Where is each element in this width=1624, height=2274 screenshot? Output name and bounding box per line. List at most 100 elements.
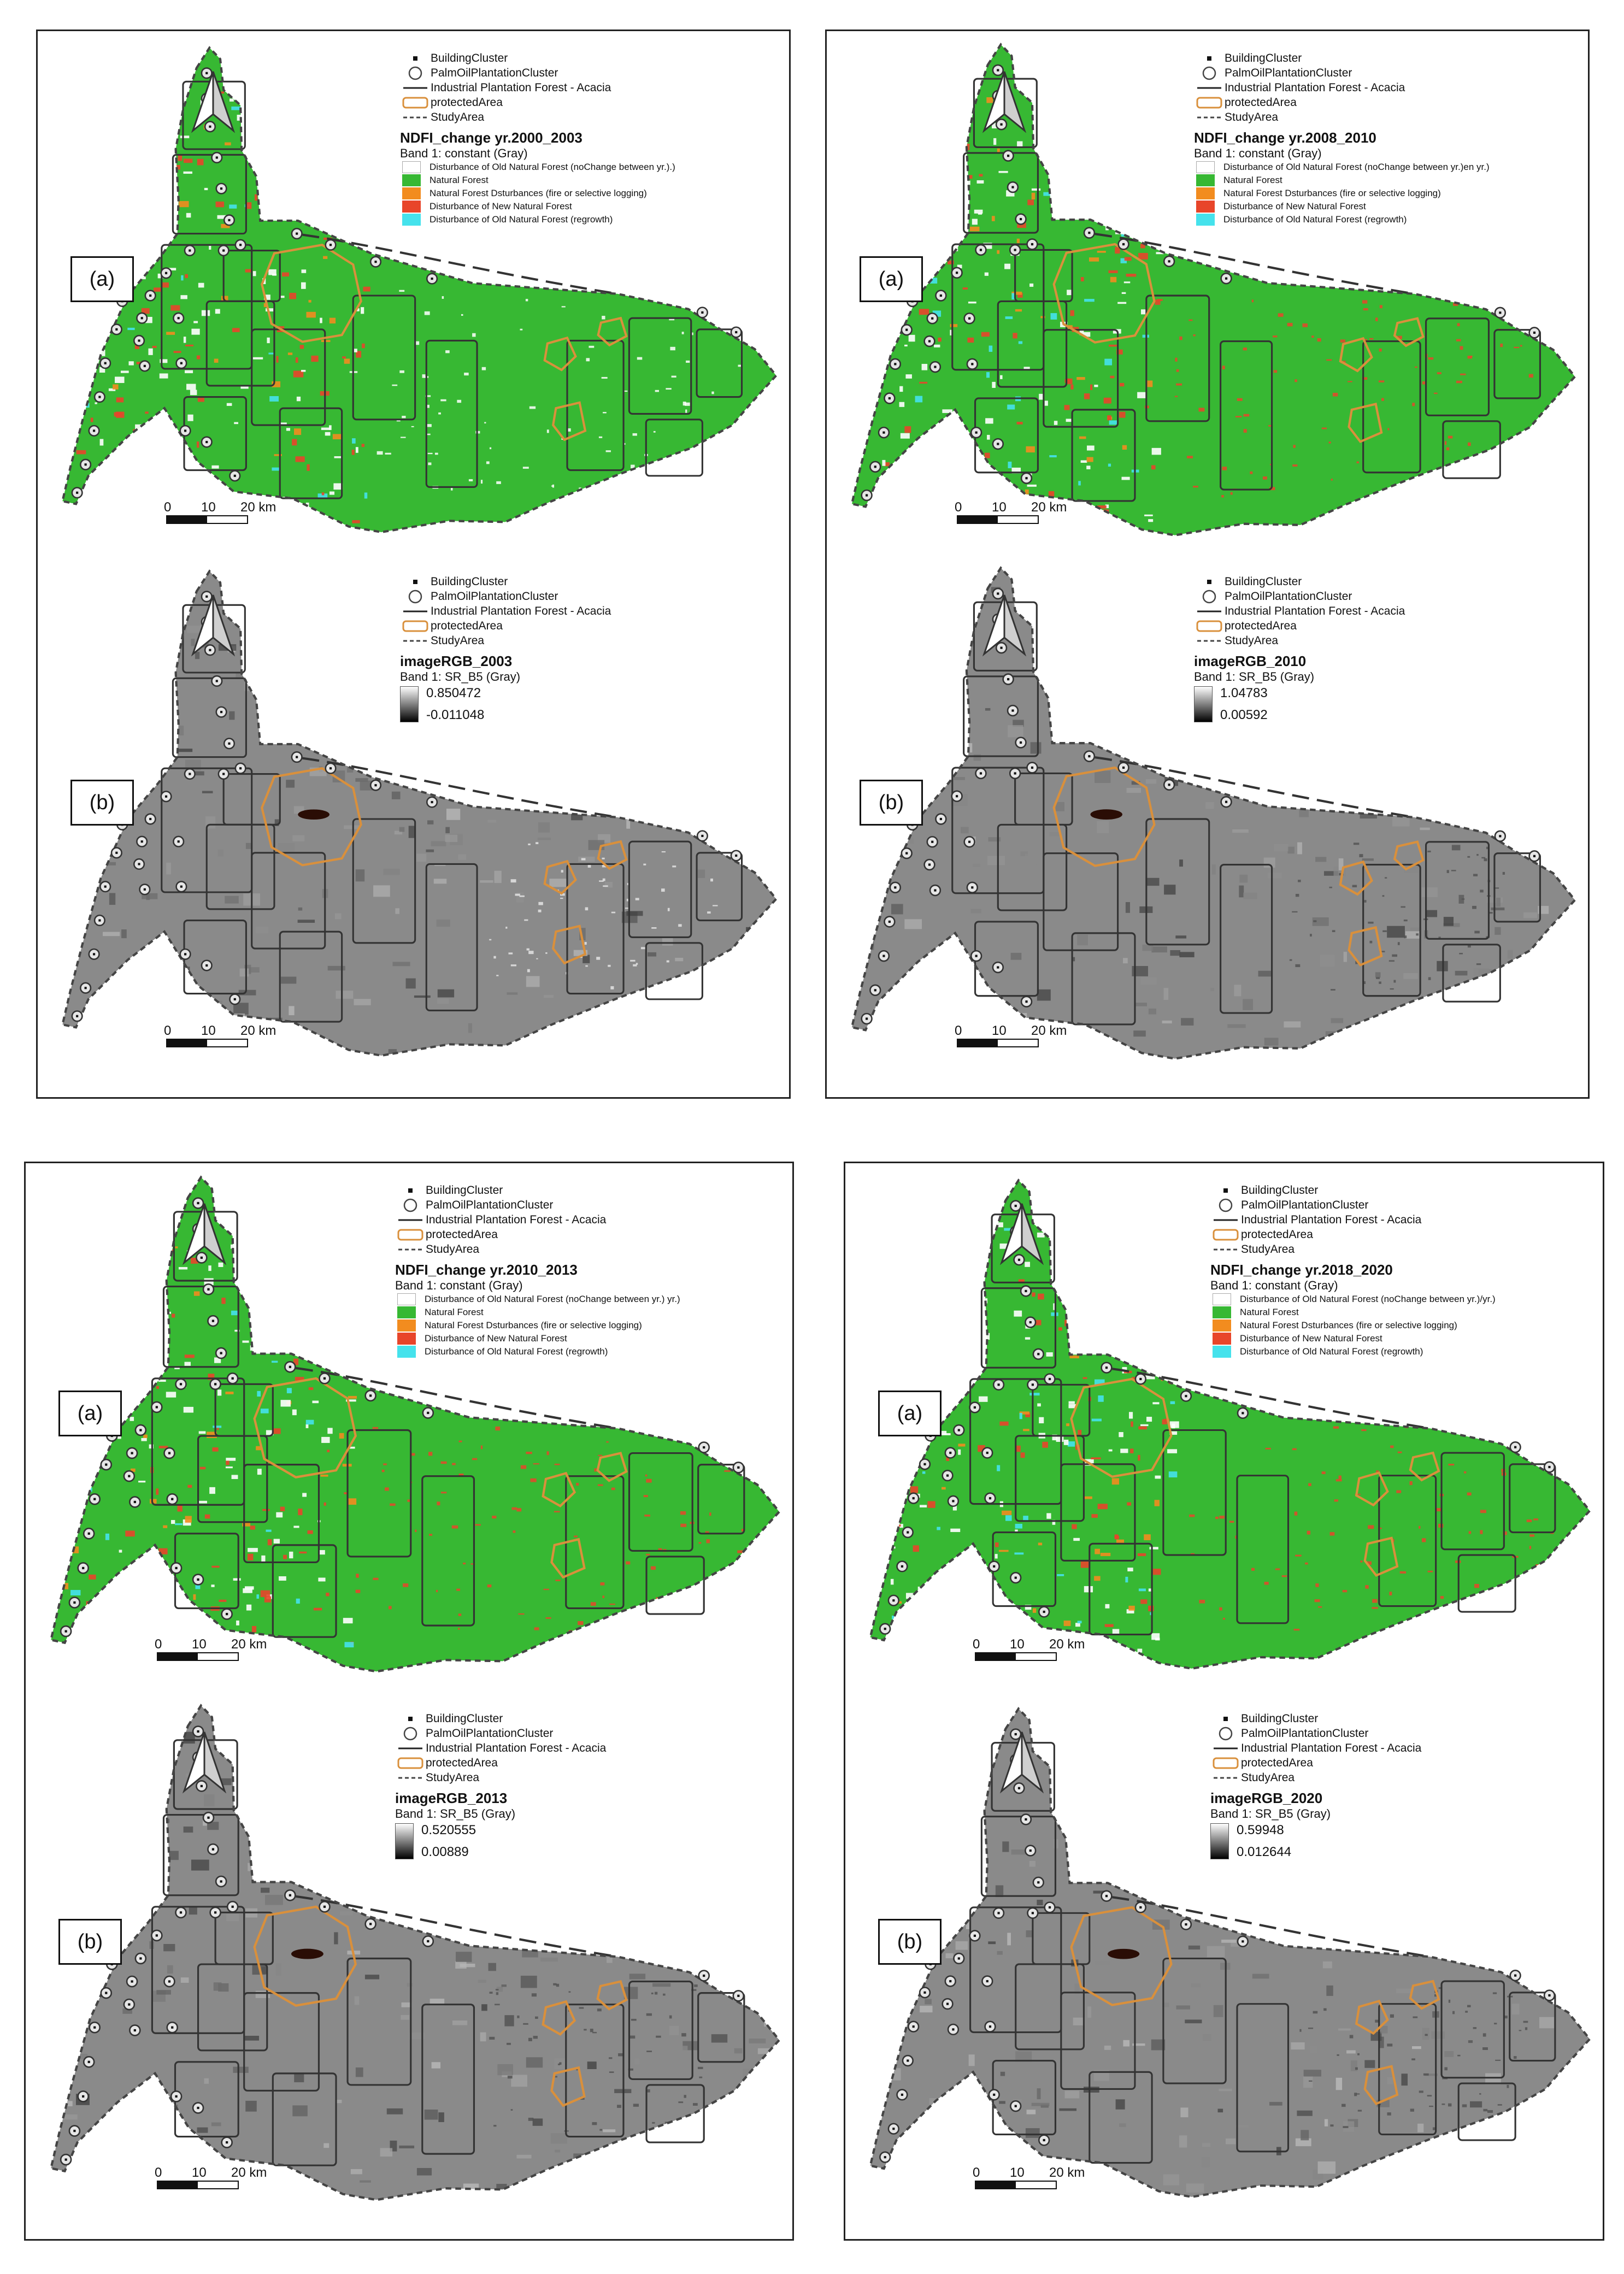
protected-area-symbol <box>400 96 431 110</box>
scale-labels: 0 10 20 km <box>955 1023 1067 1039</box>
class-swatch <box>397 1346 416 1358</box>
industrial-plantation-block <box>172 677 247 758</box>
legend-item-building: BuildingCluster <box>400 51 675 66</box>
scale-bar-group: 0 10 20 km <box>955 500 1067 524</box>
layer-title: imageRGB_2020 <box>1210 1790 1323 1806</box>
class-label: Disturbance of New Natural Forest <box>429 201 572 211</box>
protected-area-symbol <box>395 1228 426 1242</box>
building-cluster-marker <box>874 466 876 468</box>
building-cluster-marker <box>207 1288 210 1291</box>
legend-label: protectedArea <box>426 1228 498 1241</box>
industrial-plantation-block <box>1088 1542 1153 1636</box>
protected-area-outline <box>1348 926 1383 967</box>
legend-item-ipf: Industrial Plantation Forest - Acacia <box>1210 1741 1421 1755</box>
protected-area-outline <box>597 316 628 347</box>
study-area-symbol <box>400 634 431 648</box>
building-cluster-marker <box>431 278 433 280</box>
class-swatch <box>402 187 421 199</box>
legend-label: StudyArea <box>426 1771 480 1784</box>
building-cluster-marker <box>76 491 79 494</box>
scale-bar <box>157 2181 239 2189</box>
class-swatch <box>402 174 421 186</box>
band-label: Band 1: SR_B5 (Gray) <box>1194 670 1315 684</box>
building-cluster-marker <box>968 317 971 320</box>
class-row: Disturbance of Old Natural Forest (regro… <box>1210 1345 1496 1358</box>
building-cluster-marker <box>1031 1383 1034 1386</box>
building-cluster-marker <box>1122 766 1125 769</box>
protected-area-outline <box>1409 1980 1440 2010</box>
gray-ramp <box>1210 1823 1229 1859</box>
industrial-plantation-symbol <box>395 1213 426 1227</box>
class-label: Disturbance of New Natural Forest <box>425 1333 567 1344</box>
building-cluster-marker <box>907 1531 909 1534</box>
class-swatch <box>1196 161 1215 173</box>
building-cluster-symbol <box>400 51 431 66</box>
building-cluster-marker <box>979 249 982 251</box>
legend-item-protected: protectedArea <box>1194 618 1405 633</box>
building-cluster-marker <box>1122 243 1125 246</box>
class-row: Natural Forest Dsturbances (fire or sele… <box>395 1319 680 1332</box>
building-cluster-marker <box>214 1911 217 1914</box>
scale-bar-group: 0 10 20 km <box>155 1637 267 1661</box>
palm-oil-symbol <box>395 1727 426 1741</box>
building-cluster-marker <box>215 680 218 682</box>
legend-item-protected: protectedArea <box>395 1755 606 1770</box>
legend-label: PalmOilPlantationCluster <box>1241 1727 1369 1740</box>
ramp-max: 0.520555 <box>421 1823 476 1837</box>
class-swatch <box>397 1306 416 1318</box>
protected-area-symbol <box>1210 1228 1241 1242</box>
building-cluster-marker <box>197 2106 199 2110</box>
legend-item-study: StudyArea <box>1210 1770 1421 1785</box>
north-arrow-icon <box>182 1731 227 1794</box>
ramp-min: 0.00592 <box>1220 708 1268 722</box>
building-cluster-marker <box>189 773 191 775</box>
class-label: Disturbance of Old Natural Forest (regro… <box>425 1346 608 1357</box>
building-cluster-marker <box>1025 1289 1027 1292</box>
map-a <box>850 43 1576 537</box>
map-b <box>49 1704 781 2201</box>
map-legend: BuildingCluster PalmOilPlantationCluster I… <box>1210 1183 1496 1358</box>
building-cluster-marker <box>973 1934 976 1937</box>
industrial-plantation-block <box>1032 1912 1091 1965</box>
building-cluster-marker <box>975 431 978 434</box>
scale-segment-light <box>207 516 247 523</box>
industrial-plantation-block <box>1425 841 1490 940</box>
building-cluster-marker <box>87 2060 90 2063</box>
building-cluster-marker <box>209 125 211 128</box>
legend-item-building: BuildingCluster <box>1210 1711 1421 1726</box>
building-cluster-marker <box>1014 249 1016 251</box>
building-cluster-marker <box>207 1816 210 1819</box>
legend-label: StudyArea <box>1225 110 1279 123</box>
subpanel-a: (a) BuildingCluster PalmOilPlantationClust… <box>845 1169 1603 1697</box>
scale-bar-group: 0 10 20 km <box>164 1023 276 1047</box>
building-cluster-marker <box>105 1463 108 1466</box>
scale-label-20: 20 km <box>1049 1637 1085 1652</box>
industrial-plantation-block <box>352 294 416 421</box>
building-cluster-marker <box>211 1319 215 1322</box>
study-area-outline <box>869 1706 1591 2199</box>
building-cluster-marker <box>866 1017 868 1020</box>
building-cluster-marker <box>369 1394 372 1397</box>
industrial-plantation-block <box>162 1813 239 1896</box>
building-cluster-marker <box>289 1365 291 1368</box>
industrial-plantation-symbol <box>400 604 431 618</box>
building-cluster-marker <box>934 889 937 892</box>
protected-area-outline <box>552 924 587 965</box>
building-cluster-marker <box>1029 1321 1032 1324</box>
industrial-plantation-block <box>243 1464 320 1564</box>
building-cluster-marker <box>957 1957 960 1960</box>
building-cluster-marker <box>735 854 738 857</box>
subpanel-b: (b) BuildingCluster PalmOilPlantationClust… <box>827 560 1588 1083</box>
building-cluster-marker <box>737 1994 740 1997</box>
scale-bar <box>957 515 1039 524</box>
class-row: Disturbance of Old Natural Forest (noCha… <box>1210 1293 1496 1306</box>
class-row: Natural Forest <box>1210 1306 1496 1319</box>
building-cluster-marker <box>73 2129 76 2132</box>
scale-segment-dark <box>976 2182 1016 2188</box>
study-area-outline <box>49 1704 781 2201</box>
building-cluster-marker <box>233 998 236 1000</box>
industrial-plantation-symbol <box>1194 604 1225 618</box>
class-row: Disturbance of New Natural Forest <box>1210 1332 1496 1345</box>
building-cluster-marker <box>180 362 183 364</box>
legend-item-palm: PalmOilPlantationCluster <box>400 589 611 604</box>
